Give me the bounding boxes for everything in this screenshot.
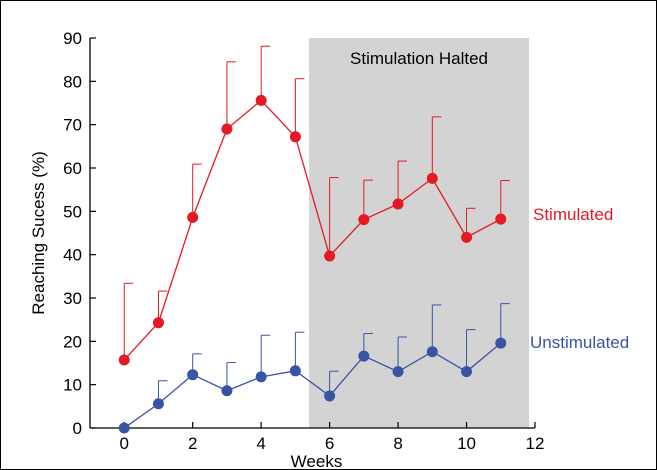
y-tick-label: 0 — [73, 419, 82, 438]
x-tick-label: 2 — [188, 434, 197, 453]
data-point — [255, 371, 267, 383]
series-unstimulated — [118, 303, 510, 434]
x-tick-label: 4 — [256, 434, 265, 453]
data-point — [461, 366, 473, 378]
data-point — [187, 369, 199, 381]
data-point — [495, 337, 507, 349]
data-point — [221, 385, 233, 397]
x-tick-label: 12 — [526, 434, 545, 453]
data-point — [392, 366, 404, 378]
x-tick-label: 10 — [457, 434, 476, 453]
x-tick-label: 6 — [325, 434, 334, 453]
series-label-unstimulated: Unstimulated — [530, 333, 629, 352]
x-tick-label: 8 — [393, 434, 402, 453]
axes: 0 10 20 30 40 50 60 70 80 90 0 2 4 6 8 10 12 — [63, 29, 544, 453]
series-label-stimulated: Stimulated — [533, 205, 613, 224]
y-tick-label: 50 — [63, 202, 82, 221]
data-point — [118, 354, 130, 366]
data-point — [255, 94, 267, 106]
data-point — [187, 211, 199, 223]
y-tick-label: 60 — [63, 159, 82, 178]
y-tick-label: 70 — [63, 116, 82, 135]
stimulation-halted-label: Stimulation Halted — [350, 49, 488, 68]
data-point — [358, 214, 370, 226]
data-point — [289, 131, 301, 143]
y-tick-label: 30 — [63, 289, 82, 308]
y-tick-label: 90 — [63, 29, 82, 48]
x-tick-label: 0 — [119, 434, 128, 453]
data-point — [461, 231, 473, 243]
y-tick-label: 40 — [63, 246, 82, 265]
series-line — [123, 99, 502, 361]
stimulation-halted-region — [309, 38, 529, 428]
data-point — [324, 250, 336, 262]
data-point — [289, 365, 301, 377]
series-stimulated — [118, 45, 510, 366]
data-point — [152, 317, 164, 329]
data-point — [495, 213, 507, 225]
data-point — [324, 390, 336, 402]
x-axis-label: Weeks — [291, 452, 343, 470]
y-tick-label: 10 — [63, 376, 82, 395]
series-layer — [118, 45, 510, 434]
data-point — [426, 346, 438, 358]
data-point — [426, 172, 438, 184]
series-line — [123, 342, 502, 429]
data-point — [358, 350, 370, 362]
y-tick-label: 20 — [63, 332, 82, 351]
y-tick-label: 80 — [63, 72, 82, 91]
data-point — [152, 398, 164, 410]
y-axis-label: Reaching Sucess (%) — [29, 151, 48, 314]
data-point — [221, 123, 233, 135]
data-point — [392, 198, 404, 210]
data-point — [118, 422, 130, 434]
